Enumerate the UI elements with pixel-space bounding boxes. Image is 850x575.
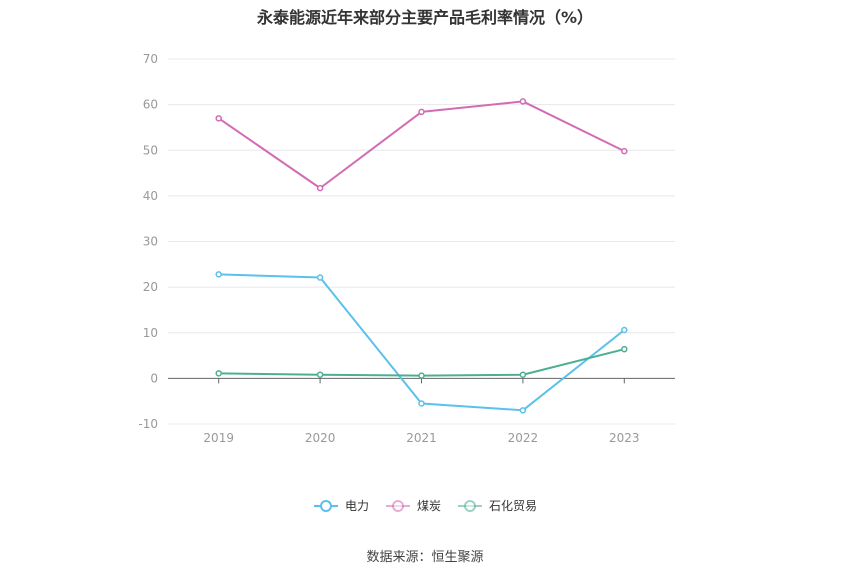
legend-marker-icon — [458, 499, 482, 512]
legend: 电力 煤炭 石化贸易 — [0, 497, 850, 514]
y-tick-label: 70 — [143, 52, 158, 66]
data-point[interactable] — [418, 400, 425, 407]
x-tick-label: 2022 — [508, 431, 539, 445]
x-tick-label: 2021 — [406, 431, 437, 445]
data-source: 数据来源：恒生聚源 — [366, 550, 484, 565]
chart-title: 永泰能源近年来部分主要产品毛利率情况（%） — [256, 8, 594, 27]
x-tick-label: 2020 — [305, 431, 336, 445]
data-point[interactable] — [519, 98, 527, 105]
series-2 — [215, 345, 628, 379]
legend-item-1[interactable]: 煤炭 — [385, 497, 441, 514]
y-tick-label: 20 — [143, 280, 158, 294]
y-tick-label: 10 — [143, 326, 158, 340]
data-point[interactable] — [519, 407, 527, 414]
data-point[interactable] — [215, 115, 222, 122]
series-0 — [215, 271, 628, 414]
data-point[interactable] — [621, 147, 628, 155]
data-point[interactable] — [418, 108, 425, 116]
y-tick-label: -10 — [138, 417, 158, 431]
series-line — [218, 348, 625, 377]
series-1 — [215, 98, 628, 192]
legend-item-0[interactable]: 电力 — [313, 497, 369, 514]
legend-label: 电力 — [344, 499, 369, 513]
y-tick-label: 0 — [150, 371, 158, 385]
y-tick-label: 50 — [143, 143, 158, 157]
x-tick-label: 2023 — [609, 431, 640, 445]
legend-label: 石化贸易 — [489, 499, 538, 513]
legend-marker-icon — [313, 499, 338, 512]
axes: -10 0 10 20 30 40 50 60 70 2019 2020 2021 2022 2023 — [138, 52, 675, 445]
y-tick-label: 40 — [143, 189, 158, 203]
legend-marker-icon — [385, 499, 410, 512]
y-tick-label: 60 — [143, 98, 158, 112]
series-lines — [215, 98, 628, 414]
data-point[interactable] — [215, 370, 222, 377]
data-point[interactable] — [215, 271, 222, 278]
legend-label: 煤炭 — [416, 499, 441, 513]
series-line — [218, 273, 625, 412]
data-point[interactable] — [316, 371, 324, 378]
y-tick-label: 30 — [143, 235, 158, 249]
data-point[interactable] — [621, 345, 628, 353]
legend-item-2[interactable]: 石化贸易 — [457, 497, 537, 514]
data-point[interactable] — [519, 371, 527, 378]
data-point[interactable] — [621, 326, 628, 334]
data-point[interactable] — [418, 372, 425, 379]
x-tick-label: 2019 — [203, 431, 234, 445]
data-point[interactable] — [316, 184, 324, 192]
data-point[interactable] — [316, 274, 324, 281]
grid-lines — [168, 58, 675, 425]
